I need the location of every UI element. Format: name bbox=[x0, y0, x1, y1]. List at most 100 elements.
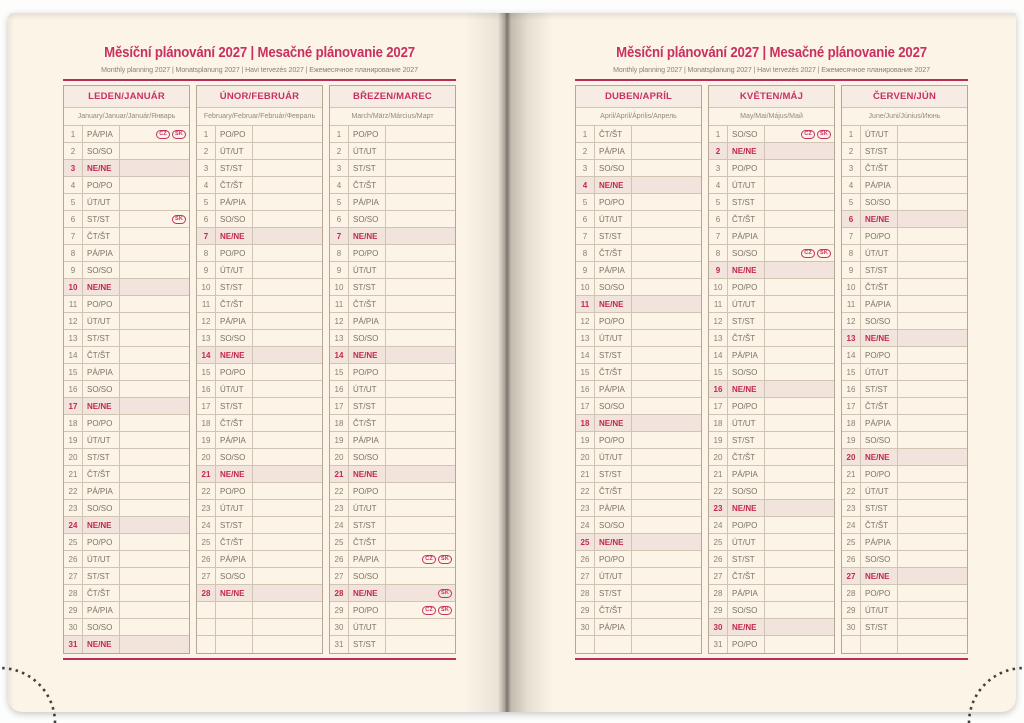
notes-cell bbox=[120, 551, 189, 567]
day-number: 21 bbox=[64, 466, 83, 482]
calendar-day-row: 8 PO/PO bbox=[197, 245, 322, 262]
calendar-day-row bbox=[197, 602, 322, 619]
calendar-day-row: 22 ÚT/UT bbox=[842, 483, 967, 500]
notes-cell bbox=[120, 194, 189, 210]
day-number: 6 bbox=[64, 211, 83, 227]
day-number: 26 bbox=[576, 551, 595, 567]
notes-cell bbox=[898, 143, 967, 159]
day-number: 14 bbox=[197, 347, 216, 363]
notes-cell bbox=[898, 330, 967, 346]
day-abbrev: PO/PO bbox=[595, 432, 632, 448]
day-number: 5 bbox=[576, 194, 595, 210]
day-abbrev: ÚT/UT bbox=[861, 245, 898, 261]
day-abbrev: ČT/ŠT bbox=[349, 296, 386, 312]
notes-cell bbox=[632, 313, 701, 329]
holiday-badge-cz: CZ bbox=[422, 605, 436, 615]
notes-cell bbox=[253, 211, 322, 227]
day-number: 7 bbox=[64, 228, 83, 244]
months-grid-left: LEDEN/JANUÁR January/Januar/Január/Январ… bbox=[63, 85, 456, 654]
day-abbrev: PÁ/PIA bbox=[83, 245, 120, 261]
calendar-day-row: 29 ČT/ŠT bbox=[576, 602, 701, 619]
notes-cell bbox=[765, 432, 834, 448]
month-table: KVĚTEN/MÁJ May/Mai/Május/Май 1 SO/SO CZ … bbox=[708, 85, 835, 654]
notes-cell bbox=[898, 364, 967, 380]
day-abbrev: PÁ/PIA bbox=[595, 619, 632, 635]
day-abbrev: ÚT/UT bbox=[216, 381, 253, 397]
calendar-day-row: 28 ČT/ŠT bbox=[64, 585, 189, 602]
calendar-day-row: 27 ST/ST bbox=[64, 568, 189, 585]
day-abbrev: ČT/ŠT bbox=[861, 398, 898, 414]
left-page: Měsíční plánování 2027 | Mesačné plánova… bbox=[63, 13, 456, 660]
calendar-day-row: 8 ČT/ŠT bbox=[576, 245, 701, 262]
day-abbrev: NE/NE bbox=[83, 398, 120, 414]
day-number: 5 bbox=[64, 194, 83, 210]
day-number: 9 bbox=[197, 262, 216, 278]
day-abbrev: NE/NE bbox=[595, 177, 632, 193]
day-number: 6 bbox=[576, 211, 595, 227]
notes-cell bbox=[765, 211, 834, 227]
calendar-day-row: 1 ÚT/UT bbox=[842, 126, 967, 143]
day-number: 10 bbox=[64, 279, 83, 295]
calendar-day-row: 19 ÚT/UT bbox=[64, 432, 189, 449]
day-number: 17 bbox=[576, 398, 595, 414]
day-number: 24 bbox=[576, 517, 595, 533]
day-abbrev: SO/SO bbox=[216, 449, 253, 465]
notes-cell bbox=[765, 296, 834, 312]
notes-cell bbox=[632, 347, 701, 363]
day-number: 29 bbox=[709, 602, 728, 618]
day-number: 10 bbox=[709, 279, 728, 295]
day-number: 2 bbox=[197, 143, 216, 159]
calendar-day-row: 2 ÚT/UT bbox=[197, 143, 322, 160]
notes-cell bbox=[253, 296, 322, 312]
notes-cell bbox=[386, 466, 455, 482]
day-number: 4 bbox=[842, 177, 861, 193]
holiday-badge-sk: SK bbox=[171, 129, 186, 139]
day-abbrev: ČT/ŠT bbox=[595, 483, 632, 499]
day-number: 2 bbox=[576, 143, 595, 159]
notes-cell bbox=[898, 466, 967, 482]
corner-perforation-right-icon bbox=[967, 666, 1024, 723]
day-number: 1 bbox=[64, 126, 83, 142]
month-name: ÚNOR/FEBRUÁR bbox=[197, 86, 322, 108]
day-number: 18 bbox=[330, 415, 349, 431]
calendar-day-row: 13 ÚT/UT bbox=[576, 330, 701, 347]
notes-cell bbox=[632, 177, 701, 193]
day-number: 24 bbox=[197, 517, 216, 533]
day-abbrev: SO/SO bbox=[216, 211, 253, 227]
day-abbrev: PO/PO bbox=[349, 364, 386, 380]
notes-cell bbox=[120, 534, 189, 550]
day-abbrev: ÚT/UT bbox=[728, 296, 765, 312]
notes-cell bbox=[765, 194, 834, 210]
notes-cell bbox=[898, 228, 967, 244]
day-abbrev: PO/PO bbox=[349, 245, 386, 261]
day-abbrev: SO/SO bbox=[728, 483, 765, 499]
day-number: 22 bbox=[576, 483, 595, 499]
notes-cell bbox=[120, 245, 189, 261]
calendar-day-row: 17 ST/ST bbox=[197, 398, 322, 415]
calendar-day-row: 16 ÚT/UT bbox=[330, 381, 455, 398]
day-abbrev: PÁ/PIA bbox=[728, 347, 765, 363]
day-abbrev: ST/ST bbox=[861, 500, 898, 516]
day-abbrev: PO/PO bbox=[216, 126, 253, 142]
day-number: 26 bbox=[842, 551, 861, 567]
day-number: 30 bbox=[64, 619, 83, 635]
calendar-day-row: 24 ČT/ŠT bbox=[842, 517, 967, 534]
notes-cell bbox=[120, 517, 189, 533]
notes-cell bbox=[253, 517, 322, 533]
notes-cell bbox=[120, 177, 189, 193]
day-abbrev: NE/NE bbox=[728, 381, 765, 397]
calendar-day-row: 4 PO/PO bbox=[64, 177, 189, 194]
calendar-day-row bbox=[197, 636, 322, 653]
calendar-day-row: 10 NE/NE bbox=[64, 279, 189, 296]
day-abbrev: ÚT/UT bbox=[349, 619, 386, 635]
day-number: 11 bbox=[330, 296, 349, 312]
day-number: 4 bbox=[709, 177, 728, 193]
day-abbrev: PÁ/PIA bbox=[595, 143, 632, 159]
page-subtitle: Monthly planning 2027 | Monatsplanung 20… bbox=[575, 65, 968, 74]
notes-cell: CZ SK bbox=[765, 245, 834, 261]
notes-cell bbox=[386, 432, 455, 448]
day-number: 10 bbox=[576, 279, 595, 295]
calendar-day-row: 18 NE/NE bbox=[576, 415, 701, 432]
day-number: 14 bbox=[330, 347, 349, 363]
calendar-day-row: 9 SO/SO bbox=[64, 262, 189, 279]
